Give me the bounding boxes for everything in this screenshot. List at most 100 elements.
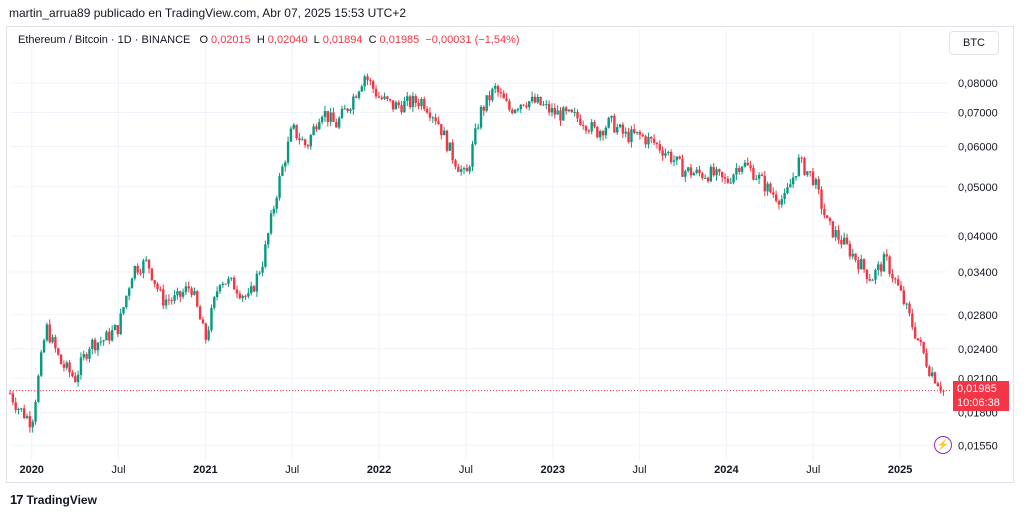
candle-body — [176, 291, 179, 296]
candle-body — [133, 265, 137, 279]
lightning-icon[interactable]: ⚡ — [934, 436, 952, 454]
candle-body — [820, 189, 823, 209]
candle-body — [340, 108, 344, 119]
candle-body — [187, 286, 190, 289]
candle-body — [678, 156, 681, 159]
candle-body — [723, 177, 727, 179]
footer-brand[interactable]: 17 TradingView — [10, 492, 97, 507]
candle-body — [911, 313, 914, 328]
y-tick-label: 0,05000 — [958, 182, 998, 194]
candle-body — [877, 264, 880, 271]
candle-body — [431, 117, 434, 119]
candle-body — [922, 342, 925, 353]
candle-body — [51, 336, 54, 343]
candle-body — [686, 167, 690, 171]
candle-body — [147, 259, 151, 269]
candle-body — [650, 136, 653, 139]
candle-body — [564, 107, 568, 112]
candle-body — [718, 169, 721, 172]
candle-body — [865, 269, 869, 280]
last-price-tag: 0,01985 10:06:38 — [953, 381, 1009, 411]
candle-body — [533, 96, 537, 103]
candle-body — [54, 336, 57, 349]
candle-body — [193, 291, 196, 295]
candle-body — [397, 102, 400, 106]
candle-body — [332, 112, 335, 122]
candle-body — [454, 160, 457, 167]
candle-body — [369, 80, 372, 82]
candle-body — [740, 166, 744, 172]
candle-body — [48, 324, 51, 343]
candle-body — [499, 92, 503, 94]
candle-body — [213, 297, 216, 308]
candle-body — [349, 109, 352, 112]
candle-body — [567, 109, 571, 112]
candle-body — [113, 325, 117, 331]
candle-body — [916, 338, 920, 341]
candle-body — [647, 136, 650, 145]
candle-body — [488, 95, 491, 101]
candle-body — [346, 108, 349, 112]
candle-body — [150, 268, 154, 281]
candle-body — [394, 102, 398, 110]
chart-frame[interactable] — [6, 26, 1014, 483]
candle-body — [712, 166, 715, 176]
candle-body — [732, 174, 735, 183]
candle-body — [437, 121, 440, 125]
candle-body — [667, 151, 670, 154]
candle-body — [196, 291, 199, 307]
candle-body — [939, 386, 942, 391]
candle-body — [289, 128, 293, 142]
candle-body — [65, 362, 68, 368]
candle-body — [573, 112, 576, 114]
candle-body — [34, 401, 37, 422]
candle-body — [618, 124, 622, 128]
candle-body — [701, 173, 704, 179]
candle-body — [261, 266, 264, 273]
candle-body — [278, 175, 281, 198]
candle-body — [536, 96, 539, 103]
candle-body — [885, 254, 888, 257]
y-tick-label: 0,06000 — [958, 142, 998, 154]
candle-body — [306, 145, 310, 147]
candle-body — [255, 273, 259, 292]
candle-body — [326, 110, 329, 122]
candle-body — [848, 243, 852, 257]
candle-body — [905, 303, 908, 305]
candle-body — [102, 340, 105, 342]
candle-body — [459, 169, 463, 172]
candle-body — [45, 324, 49, 341]
candle-body — [249, 286, 253, 294]
candle-body — [806, 171, 809, 175]
candle-body — [408, 96, 412, 108]
x-tick-label: 2025 — [888, 464, 912, 476]
currency-button[interactable]: BTC — [949, 31, 999, 55]
candle-body — [284, 162, 287, 167]
candle-body — [403, 100, 406, 113]
candle-body — [669, 151, 673, 162]
candle-body — [556, 110, 559, 115]
low-value: 0,01894 — [322, 34, 363, 46]
candle-body — [791, 177, 795, 185]
candle-body — [391, 100, 395, 110]
candle-body — [902, 290, 906, 305]
candle-body — [474, 128, 477, 145]
candle-body — [343, 108, 347, 110]
candle-body — [105, 331, 108, 341]
candle-body — [320, 116, 324, 123]
symbol-label[interactable]: Ethereum / Bitcoin · 1D · BINANCE — [18, 34, 191, 46]
candle-body — [777, 200, 781, 205]
candle-body — [899, 285, 903, 291]
candle-body — [335, 121, 338, 128]
candle-body — [689, 167, 693, 176]
candle-body — [264, 244, 267, 267]
candle-body — [20, 408, 23, 410]
candle-body — [144, 259, 148, 261]
candle-body — [505, 98, 508, 102]
candle-body — [516, 109, 520, 111]
candle-body — [550, 108, 554, 113]
candle-body — [766, 183, 769, 192]
candle-body — [295, 124, 298, 139]
candle-body — [706, 177, 710, 182]
